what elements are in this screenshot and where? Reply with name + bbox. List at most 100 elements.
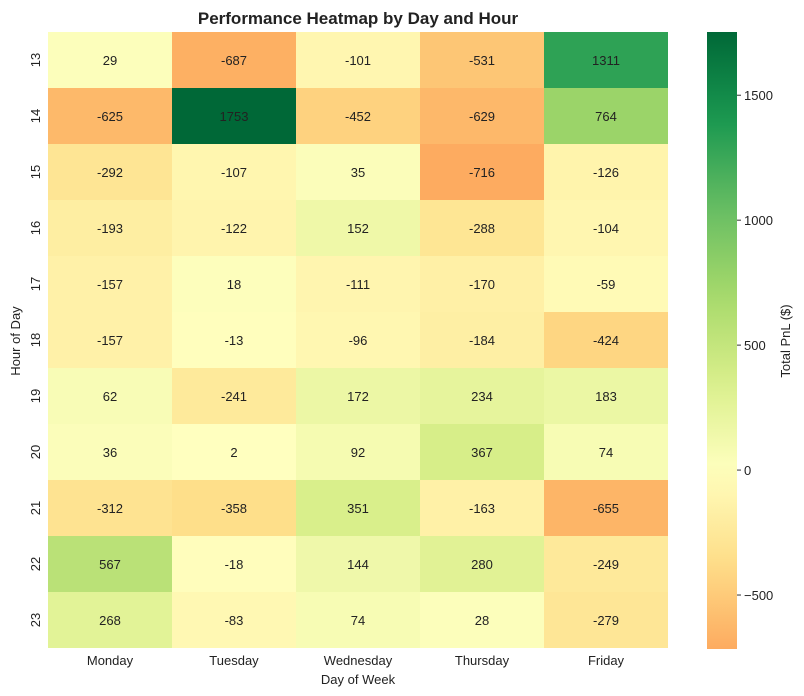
- heatmap-cell: [48, 32, 172, 88]
- heatmap-cell: [296, 536, 420, 592]
- x-tick-label: Tuesday: [209, 653, 259, 668]
- heatmap-cell: [296, 424, 420, 480]
- y-tick-label: 23: [28, 613, 43, 627]
- heatmap-cell: [544, 200, 668, 256]
- cell-value-label: -157: [97, 333, 123, 348]
- colorbar: [707, 32, 737, 649]
- cell-value-label: 280: [471, 557, 493, 572]
- heatmap-cell: [296, 88, 420, 144]
- cell-value-label: -292: [97, 165, 123, 180]
- heatmap-cell: [420, 32, 544, 88]
- y-axis-ticks: 13 14 15 16 17 18 19 20 21 22 23: [28, 53, 43, 627]
- cell-value-label: -126: [593, 165, 619, 180]
- cell-value-label: -241: [221, 389, 247, 404]
- heatmap-cell: [48, 424, 172, 480]
- y-axis-label: Hour of Day: [8, 306, 23, 376]
- cell-value-label: -122: [221, 221, 247, 236]
- heatmap-cell: [48, 480, 172, 536]
- cell-value-label: -687: [221, 53, 247, 68]
- y-tick-label: 20: [28, 445, 43, 459]
- heatmap-cell: [420, 536, 544, 592]
- y-tick-label: 15: [28, 165, 43, 179]
- x-tick-label: Friday: [588, 653, 625, 668]
- cell-value-label: 152: [347, 221, 369, 236]
- heatmap-cell: [420, 144, 544, 200]
- cell-value-label: -629: [469, 109, 495, 124]
- heatmap-cell: [172, 144, 296, 200]
- heatmap-cell: [48, 256, 172, 312]
- cell-value-label: 351: [347, 501, 369, 516]
- cell-value-label: 29: [103, 53, 117, 68]
- colorbar-label: Total PnL ($): [778, 304, 793, 377]
- heatmap-cell: [420, 368, 544, 424]
- heatmap-cell: [296, 592, 420, 648]
- y-tick-label: 19: [28, 389, 43, 403]
- cell-value-label: -249: [593, 557, 619, 572]
- heatmap-cell: [172, 256, 296, 312]
- cell-value-label: -96: [349, 333, 368, 348]
- cell-value-label: -83: [225, 613, 244, 628]
- heatmap-cell: [544, 592, 668, 648]
- heatmap-cell: [296, 480, 420, 536]
- heatmap-cell: [48, 368, 172, 424]
- colorbar-tick-label: 0: [744, 463, 751, 478]
- heatmap-cell: [544, 144, 668, 200]
- x-axis-ticks: Monday Tuesday Wednesday Thursday Friday: [87, 653, 625, 668]
- y-tick-label: 16: [28, 221, 43, 235]
- heatmap-cell: [172, 32, 296, 88]
- cell-value-label: -111: [346, 277, 370, 292]
- heatmap-cell: [544, 424, 668, 480]
- heatmap-cell: [544, 368, 668, 424]
- heatmap-cell: [48, 312, 172, 368]
- heatmap-cell: [296, 200, 420, 256]
- heatmap-cell: [420, 256, 544, 312]
- heatmap-cell: [172, 368, 296, 424]
- cell-value-label: -279: [593, 613, 619, 628]
- x-tick-label: Monday: [87, 653, 134, 668]
- heatmap-cell: [420, 200, 544, 256]
- heatmap-cell: [420, 480, 544, 536]
- y-tick-label: 22: [28, 557, 43, 571]
- cell-value-label: -288: [469, 221, 495, 236]
- heatmap-cell: [544, 480, 668, 536]
- y-tick-label: 21: [28, 501, 43, 515]
- cell-value-label: -452: [345, 109, 371, 124]
- cell-value-label: 92: [351, 445, 365, 460]
- cell-value-label: 172: [347, 389, 369, 404]
- cell-value-label: 234: [471, 389, 493, 404]
- chart-title: Performance Heatmap by Day and Hour: [198, 9, 519, 28]
- heatmap-cell: [420, 592, 544, 648]
- heatmap-cell: [48, 592, 172, 648]
- heatmap-cell: [296, 312, 420, 368]
- heatmap-cell: [296, 368, 420, 424]
- cell-value-label: -424: [593, 333, 619, 348]
- heatmap-cell: [172, 312, 296, 368]
- cell-value-label: 35: [351, 165, 365, 180]
- heatmap-cell: [172, 536, 296, 592]
- y-tick-label: 13: [28, 53, 43, 67]
- colorbar-ticks: −500 0 500 1000 1500: [737, 88, 773, 603]
- heatmap-cell: [48, 144, 172, 200]
- heatmap-cell: [48, 536, 172, 592]
- colorbar-tick-label: 500: [744, 338, 766, 353]
- cell-value-label: -184: [469, 333, 495, 348]
- cell-value-label: -101: [345, 53, 371, 68]
- cell-value-label: 2: [230, 445, 237, 460]
- heatmap-cell: [420, 424, 544, 480]
- x-tick-label: Wednesday: [324, 653, 393, 668]
- cell-value-label: -104: [593, 221, 619, 236]
- heatmap-cell: [48, 200, 172, 256]
- cell-value-label: 268: [99, 613, 121, 628]
- cell-value-label: 367: [471, 445, 493, 460]
- cell-value-label: 1753: [220, 109, 249, 124]
- heatmap-cell: [420, 88, 544, 144]
- heatmap-cell: [172, 480, 296, 536]
- cell-value-label: 1311: [592, 53, 620, 68]
- cell-value-label: -59: [597, 277, 616, 292]
- cell-value-label: 74: [351, 613, 365, 628]
- heatmap-cell: [48, 88, 172, 144]
- heatmap-cell: [172, 592, 296, 648]
- cell-value-label: 74: [599, 445, 613, 460]
- heatmap-cell: [172, 88, 296, 144]
- cell-value-label: -107: [221, 165, 247, 180]
